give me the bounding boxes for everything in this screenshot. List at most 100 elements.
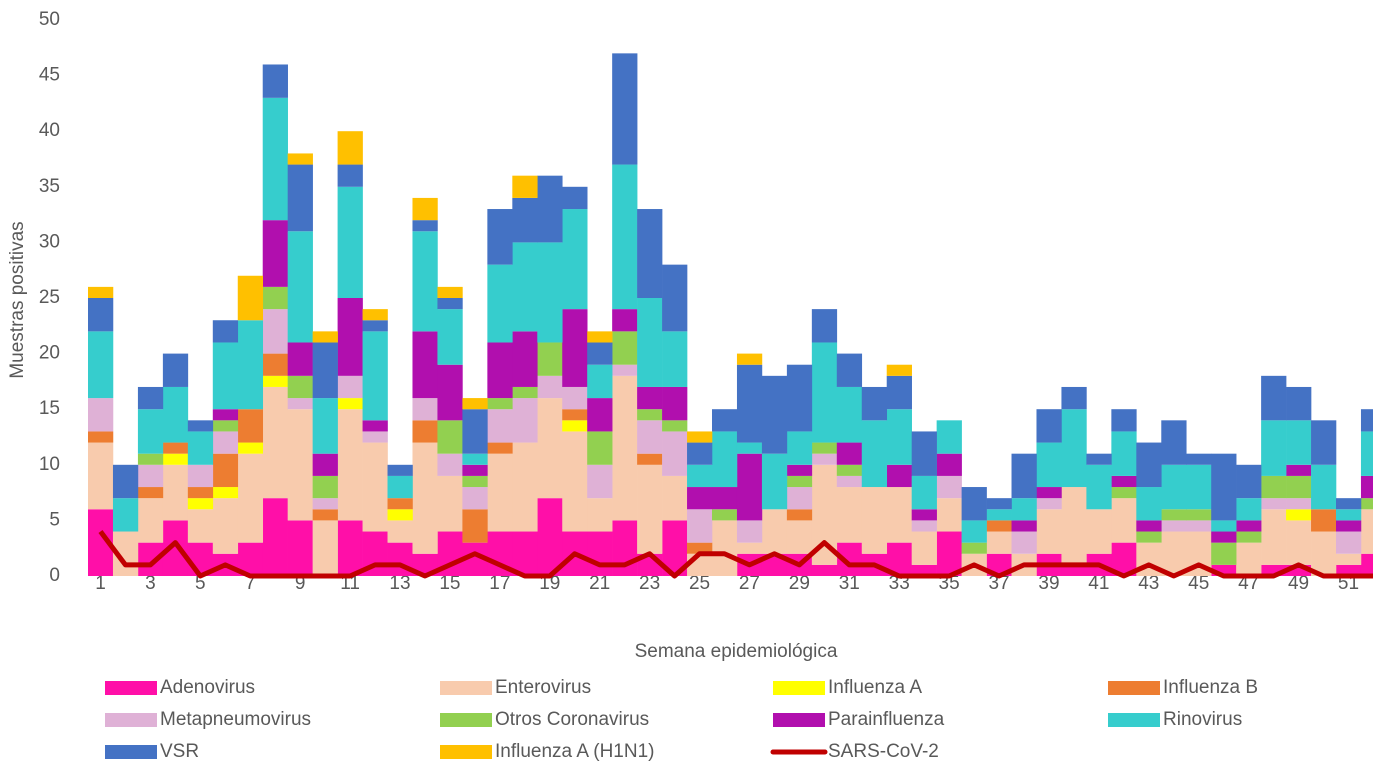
x-tick-label: 29 [789, 573, 810, 594]
x-tick-label: 21 [589, 573, 610, 594]
x-tick-label: 25 [689, 573, 710, 594]
bar-segment [687, 442, 713, 465]
bar-segment [612, 364, 638, 376]
bar-segment [811, 442, 838, 454]
bar-segment [212, 342, 239, 410]
y-tick-label: 35 [39, 176, 60, 197]
bar-segment [811, 309, 838, 343]
bar-segment [162, 353, 189, 387]
bar-segment [786, 475, 813, 488]
bar-segment [437, 420, 463, 454]
bar-segment [437, 298, 463, 310]
bar-segment [936, 531, 962, 576]
bar-segment [537, 375, 563, 399]
bar-segment [1286, 464, 1312, 476]
bar-segment [112, 464, 139, 499]
bar-segment [662, 331, 688, 387]
x-tick-label: 45 [1188, 573, 1209, 594]
x-tick-label: 1 [95, 573, 106, 594]
legend-label: Parainfluenza [828, 709, 945, 730]
y-tick-label: 20 [39, 343, 60, 364]
bar-segment [1236, 542, 1262, 576]
bar-segment [512, 386, 538, 399]
legend-swatch [773, 713, 825, 727]
bar-segment [262, 97, 288, 221]
bar-segment [88, 431, 114, 443]
bar-segment [886, 487, 912, 543]
bar-segment [237, 409, 264, 443]
bar-segment [1086, 464, 1112, 510]
bar-segment [836, 475, 863, 488]
bar-segment [1136, 520, 1162, 532]
bar-segment [88, 398, 114, 432]
bar-segment [1086, 509, 1112, 554]
bar-segment [312, 520, 338, 576]
bar-segment [1360, 553, 1373, 576]
bar-segment [712, 520, 738, 576]
bar-segment [1111, 431, 1137, 476]
bar-segment [1261, 509, 1287, 565]
bar-segment [861, 487, 888, 554]
bar-segment [736, 442, 763, 454]
bar-segment [587, 531, 613, 576]
bar-segment [612, 53, 638, 165]
legend-label: Adenovirus [160, 677, 255, 698]
x-tick-label: 43 [1138, 573, 1159, 594]
bar-segment [612, 375, 638, 521]
bar-segment [112, 498, 139, 532]
bar-segment [786, 464, 813, 476]
bar-segment [337, 398, 363, 410]
bar-segment [312, 342, 338, 399]
legend-swatch [440, 681, 492, 695]
bar-segment [587, 431, 613, 465]
bar-segment [262, 498, 288, 576]
bar-segment [512, 197, 538, 243]
bar-segment [662, 264, 688, 332]
bar-segment [911, 509, 937, 521]
bar-segment [662, 475, 688, 521]
bar-segment [187, 509, 214, 543]
x-tick-label: 49 [1288, 573, 1309, 594]
bar-segment [1036, 442, 1062, 488]
bar-segment [936, 420, 962, 454]
bar-segment [712, 409, 738, 432]
bar-segment [487, 342, 513, 399]
bar-segment [1136, 442, 1162, 488]
bar-segment [986, 531, 1012, 554]
bar-segment [612, 331, 638, 365]
bar-segment [287, 231, 313, 343]
bar-segment [412, 220, 438, 232]
bar-segment [736, 353, 763, 365]
bar-segment [687, 431, 713, 443]
bar-segment [88, 331, 114, 399]
bar-segment [462, 464, 488, 476]
bar-segment [911, 431, 937, 476]
bar-segment [961, 542, 987, 554]
bar-segment [1161, 420, 1187, 465]
bar-segment [562, 431, 588, 532]
bar-segment [1286, 475, 1312, 499]
bar-segment [1086, 453, 1112, 465]
bar-segment [1111, 498, 1137, 543]
bar-segment [1186, 464, 1212, 510]
bar-segment [736, 520, 763, 543]
bar-segment [537, 342, 563, 376]
bar-segment [637, 209, 663, 298]
bar-segment [162, 386, 189, 443]
bar-segment [1161, 520, 1187, 532]
x-tick-label: 5 [195, 573, 206, 594]
bar-segment [137, 464, 164, 488]
bar-segment [512, 242, 538, 332]
bar-segment [512, 331, 538, 387]
bar-segment [362, 442, 388, 532]
bar-segment [412, 231, 438, 332]
y-tick-label: 25 [39, 287, 60, 308]
bar-segment [736, 453, 763, 521]
bar-segment [736, 364, 763, 443]
bar-segment [637, 409, 663, 421]
bar-segment [562, 309, 588, 387]
bar-segment [237, 453, 264, 543]
bar-segment [1111, 409, 1137, 432]
